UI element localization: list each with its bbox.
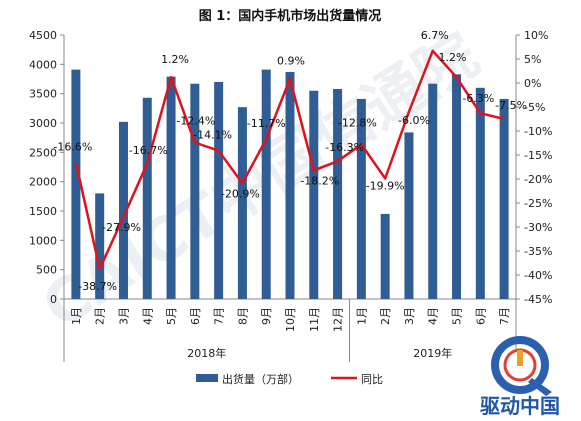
left-tick-label: 0 xyxy=(50,293,57,306)
bar-shipment xyxy=(71,69,81,299)
x-tick-label: 1月 xyxy=(70,307,83,325)
left-tick-label: 1000 xyxy=(29,234,57,247)
x-tick-label: 6月 xyxy=(474,307,487,325)
legend-bar-label: 出货量（万部） xyxy=(222,372,299,386)
bar-shipment xyxy=(261,69,271,299)
right-tick-label: -10% xyxy=(524,125,552,138)
logo-text: 驱动中国 xyxy=(480,394,560,418)
yoy-data-label: -11.7% xyxy=(247,117,286,130)
x-tick-label: 8月 xyxy=(236,307,249,325)
x-tick-label: 4月 xyxy=(141,307,154,325)
yoy-data-label: -38.7% xyxy=(78,280,117,293)
yoy-data-label: -7.5% xyxy=(495,99,527,112)
bar-shipment xyxy=(214,81,224,299)
yoy-data-label: -19.9% xyxy=(366,180,405,193)
x-tick-label: 3月 xyxy=(403,307,416,325)
q-logo-icon xyxy=(491,336,552,396)
bar-shipment xyxy=(333,88,343,300)
yoy-data-label: -16.3% xyxy=(325,141,364,154)
group-label: 2018年 xyxy=(187,346,226,360)
group-label: 2019年 xyxy=(413,346,452,360)
x-tick-label: 6月 xyxy=(189,307,202,325)
yoy-data-label: -27.9% xyxy=(102,221,141,234)
x-tick-label: 3月 xyxy=(117,307,130,325)
yoy-data-label: -16.6% xyxy=(53,141,92,154)
bar-shipment xyxy=(499,98,509,300)
x-tick-label: 11月 xyxy=(308,307,321,332)
yoy-line xyxy=(74,49,505,271)
yoy-data-label: 1.2% xyxy=(161,53,189,66)
right-tick-label: -45% xyxy=(524,293,552,306)
bar-shipment xyxy=(166,76,176,299)
yoy-data-label: -6.3% xyxy=(462,92,494,105)
bar-shipment xyxy=(452,74,462,299)
bar-shipment xyxy=(380,213,390,299)
bar-shipment xyxy=(190,83,200,300)
x-tick-label: 10月 xyxy=(284,307,297,332)
right-tick-label: -25% xyxy=(524,197,552,210)
yoy-data-label: -16.7% xyxy=(129,144,168,157)
yoy-data-label: 0.9% xyxy=(277,55,305,68)
right-tick-label: -5% xyxy=(524,101,545,114)
yoy-data-label: 6.7% xyxy=(421,29,449,42)
bar-shipment xyxy=(237,107,247,299)
left-tick-label: 4000 xyxy=(29,58,57,71)
right-tick-label: 0% xyxy=(524,77,541,90)
yoy-data-label: -12.8% xyxy=(338,116,377,129)
right-tick-label: -40% xyxy=(524,269,552,282)
right-tick-label: -35% xyxy=(524,245,552,258)
yoy-data-label: -6.0% xyxy=(398,114,430,127)
bar-shipment xyxy=(118,121,128,300)
x-tick-label: 7月 xyxy=(498,307,511,325)
x-tick-label: 4月 xyxy=(427,307,440,325)
yoy-data-label: -18.2% xyxy=(300,174,339,187)
bar-shipment xyxy=(285,71,295,300)
left-tick-label: 1500 xyxy=(29,205,57,218)
yoy-data-label: -20.9% xyxy=(221,187,260,200)
left-tick-label: 2500 xyxy=(29,146,57,159)
x-tick-label: 5月 xyxy=(451,307,464,325)
right-tick-label: -20% xyxy=(524,173,552,186)
x-tick-label: 1月 xyxy=(355,307,368,325)
x-tick-label: 12月 xyxy=(332,307,345,332)
left-tick-label: 2000 xyxy=(29,176,57,189)
bar-shipment xyxy=(356,98,366,300)
x-tick-label: 7月 xyxy=(213,307,226,325)
bar-shipment xyxy=(404,132,414,299)
x-tick-label: 5月 xyxy=(165,307,178,325)
right-tick-label: -30% xyxy=(524,221,552,234)
bar-shipment xyxy=(428,83,438,300)
x-tick-label: 9月 xyxy=(260,307,273,325)
right-tick-label: 10% xyxy=(524,29,548,42)
right-tick-label: 5% xyxy=(524,53,541,66)
x-tick-label: 2月 xyxy=(379,307,392,325)
x-tick-label: 2月 xyxy=(94,307,107,325)
left-tick-label: 500 xyxy=(36,264,57,277)
bar-shipment xyxy=(309,90,319,299)
left-tick-label: 4500 xyxy=(29,29,57,42)
bar-shipment xyxy=(475,87,485,299)
chart-title: 图 1：国内手机市场出货量情况 xyxy=(199,8,382,24)
bar-shipment xyxy=(95,193,105,299)
left-tick-label: 3000 xyxy=(29,117,57,130)
right-tick-label: -15% xyxy=(524,149,552,162)
yoy-data-label: -12.4% xyxy=(176,115,215,128)
legend-bar-swatch xyxy=(196,374,218,382)
legend-line-label: 同比 xyxy=(361,373,383,386)
bar-shipment xyxy=(142,97,152,299)
yoy-data-label: -14.1% xyxy=(193,129,232,142)
left-tick-label: 3500 xyxy=(29,88,57,101)
yoy-data-label: 1.2% xyxy=(439,51,467,64)
